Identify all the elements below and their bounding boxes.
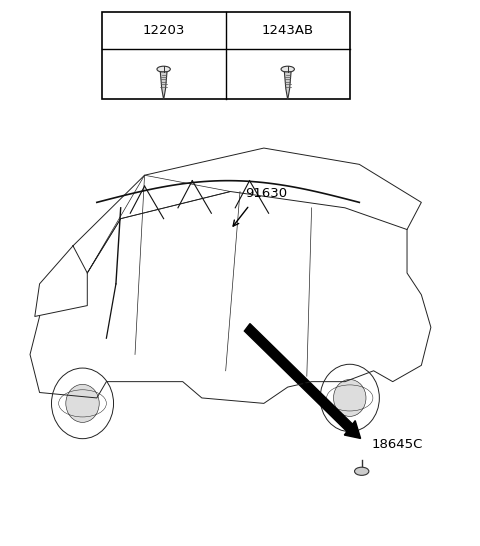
Text: 12203: 12203 <box>143 24 185 37</box>
Ellipse shape <box>281 66 294 72</box>
Polygon shape <box>284 72 291 99</box>
Text: 1243AB: 1243AB <box>262 24 314 37</box>
Circle shape <box>334 379 366 417</box>
Ellipse shape <box>157 66 170 72</box>
FancyArrow shape <box>244 324 360 438</box>
Circle shape <box>51 368 114 438</box>
Ellipse shape <box>355 467 369 476</box>
Bar <box>102 12 350 99</box>
Circle shape <box>320 364 379 432</box>
Polygon shape <box>160 72 167 99</box>
Circle shape <box>66 384 99 423</box>
Text: 18645C: 18645C <box>371 437 422 450</box>
Text: 91630: 91630 <box>245 187 288 200</box>
